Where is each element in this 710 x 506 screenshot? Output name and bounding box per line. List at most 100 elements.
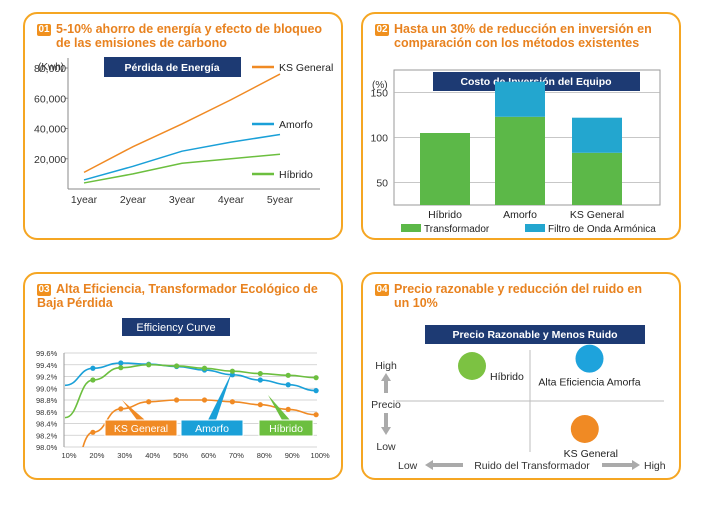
x-arrow-shaft <box>602 463 632 467</box>
legend-swatch <box>401 224 421 232</box>
y-arrow-down <box>381 427 391 435</box>
x-tick-label: Amorfo <box>503 209 537 221</box>
chart-title-bar <box>104 57 241 77</box>
y-tick-label: 99.6% <box>36 349 58 358</box>
panel-title-line2: un 10% <box>394 296 438 310</box>
curve-point <box>118 360 124 366</box>
point-label: Híbrido <box>490 371 524 383</box>
series-line-híbrido <box>83 153 281 184</box>
callout-box <box>180 419 244 437</box>
point-ks-general <box>570 415 599 443</box>
panel-number-badge: 04 <box>375 284 389 296</box>
y-tick-label: 99.2% <box>36 373 58 382</box>
y-tick-label: 99.4% <box>36 361 58 370</box>
legend-label: Amorfo <box>279 119 313 131</box>
curve-point <box>174 397 180 403</box>
panel-title-line2: Baja Pérdida <box>37 296 113 310</box>
panel-title: 01 5-10% ahorro de energía y efecto de bl… <box>37 22 322 50</box>
curve-point <box>90 429 96 435</box>
x-tick-label: 50% <box>173 451 188 460</box>
chart-title: Pérdida de Energía <box>124 62 219 74</box>
callout-label: KS General <box>114 423 168 435</box>
x-tick-label: 2year <box>120 194 147 206</box>
y-arrow-up <box>381 373 391 381</box>
series-line-amorfo <box>83 133 281 181</box>
curve-ks-general <box>82 399 317 447</box>
curve-point <box>313 412 319 418</box>
panel-title: 03 Alta Eficiencia, Transformador Ecológi… <box>37 282 318 310</box>
callout-pointer <box>208 372 232 420</box>
point-label: KS General <box>564 448 618 460</box>
curve-point <box>285 372 291 378</box>
y-tick-label: 50 <box>376 178 388 190</box>
curve-point <box>90 365 96 371</box>
x-tick-label: 70% <box>229 451 244 460</box>
x-arrow-left <box>425 460 433 470</box>
curve-point <box>313 388 319 394</box>
point-híbrido <box>458 352 486 380</box>
curve-point <box>118 406 124 412</box>
bar-harmonic-filter <box>495 81 545 117</box>
y-tick-label: 98.0% <box>36 443 58 452</box>
y-tick-label: 150 <box>370 88 388 100</box>
series-line-ks-general <box>83 73 281 174</box>
panel-number-badge: 03 <box>37 284 51 296</box>
curve-point <box>174 363 180 369</box>
x-tick-label: 90% <box>285 451 300 460</box>
x-tick-label: 60% <box>201 451 216 460</box>
y-axis-label: Precio <box>371 399 401 411</box>
y-tick-label: 98.8% <box>36 396 58 405</box>
panel-number-badge: 02 <box>375 24 389 36</box>
curve-point <box>257 377 263 383</box>
y-tick-label: 98.4% <box>36 420 58 429</box>
x-tick-label: 4year <box>218 194 245 206</box>
y-tick-label: 98.2% <box>36 431 58 440</box>
bar-transformer <box>420 133 470 205</box>
panel-title-line2: comparación con los métodos existentes <box>394 36 640 50</box>
curve-point <box>257 402 263 408</box>
x-tick-label: 80% <box>257 451 272 460</box>
legend-label: Híbrido <box>279 169 313 181</box>
y-low-label: Low <box>376 441 396 453</box>
curve-point <box>229 399 235 405</box>
curve-point <box>229 368 235 374</box>
x-tick-label: 5year <box>267 194 294 206</box>
callout-box <box>104 419 178 437</box>
curve-point <box>201 397 208 403</box>
curve-point <box>90 377 96 383</box>
legend-label: Transformador <box>424 224 490 235</box>
y-tick-label: 60,000 <box>34 93 66 105</box>
callout-box <box>258 419 314 437</box>
chart-title-bar <box>425 325 645 344</box>
point-label: Alta Eficiencia Amorfa <box>538 377 640 389</box>
chart-title: Efficiency Curve <box>136 322 215 334</box>
panel-title-line1: Hasta un 30% de reducción en inversión e… <box>394 22 652 36</box>
point-alta-eficiencia-amorfa <box>575 344 604 373</box>
bar-transformer <box>572 152 622 205</box>
legend-label: Filtro de Onda Armónica <box>548 224 656 235</box>
panel-price-noise: 04 Precio razonable y reducción del ruido… <box>361 272 681 480</box>
chart-title: Precio Razonable y Menos Ruido <box>452 329 617 341</box>
x-tick-label: 1year <box>71 194 98 206</box>
curve-point <box>257 370 263 377</box>
x-arrow-shaft <box>433 463 463 467</box>
x-tick-label: 3year <box>169 194 196 206</box>
x-tick-label: 10% <box>61 451 76 460</box>
y-tick-label: 80,000 <box>34 63 66 75</box>
x-low-label: Low <box>398 460 418 472</box>
y-axis-label: (Kwh) <box>38 62 64 73</box>
panel-title: 02 Hasta un 30% de reducción en inversión… <box>375 22 652 50</box>
curve-point <box>146 399 152 405</box>
chart-title-bar <box>122 318 230 336</box>
y-tick-label: 40,000 <box>34 124 66 136</box>
panel-number-badge: 01 <box>37 24 51 36</box>
panel-energy-loss: 01 5-10% ahorro de energía y efecto de bl… <box>23 12 343 240</box>
bar-transformer <box>495 116 545 205</box>
curve-amorfo <box>64 362 317 392</box>
callout-pointer <box>122 400 145 420</box>
x-tick-label: KS General <box>570 209 624 221</box>
legend-label: KS General <box>279 62 333 74</box>
